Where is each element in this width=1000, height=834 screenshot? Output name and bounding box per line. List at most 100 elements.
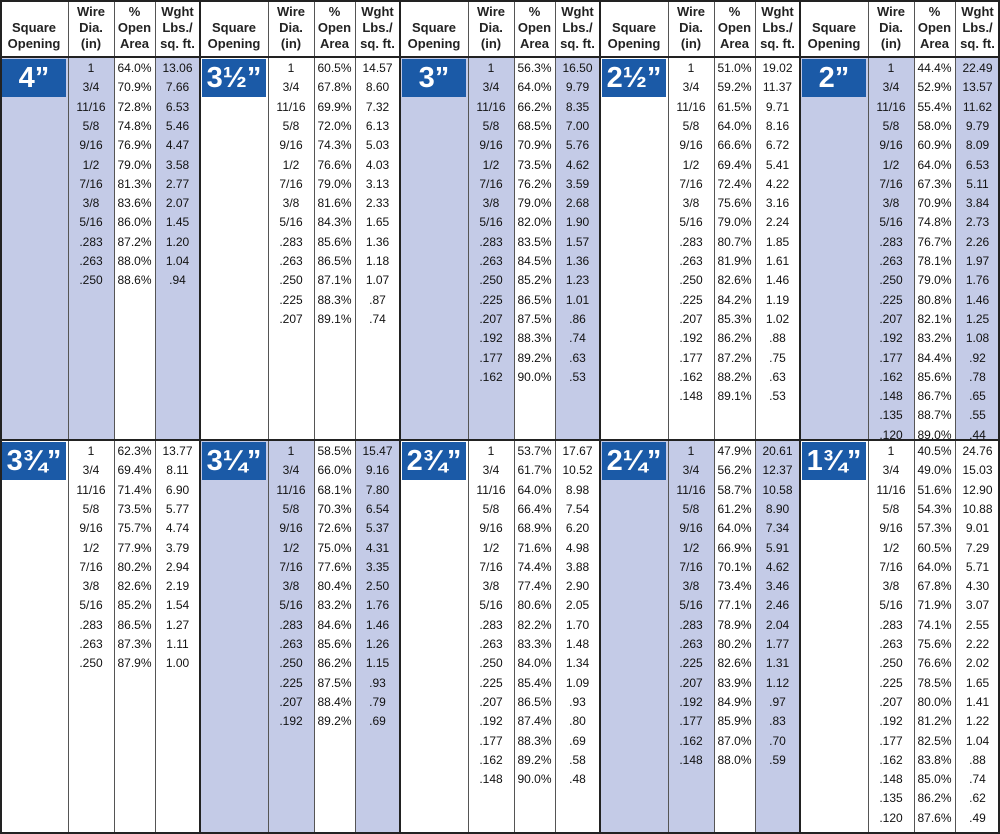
cell-value: .88 — [769, 331, 786, 346]
header-text: Wght — [961, 4, 994, 19]
cell-value: 55.4% — [917, 99, 952, 114]
cell-value: 1.85 — [765, 234, 790, 249]
cell-value: 4.98 — [565, 540, 590, 555]
column-rule — [268, 0, 269, 834]
cell-value: .207 — [879, 311, 903, 326]
cell-value: 5.46 — [165, 118, 190, 133]
cell-value: 7.32 — [365, 99, 390, 114]
opening-size: 3½” — [202, 59, 266, 97]
cell-value: 71.4% — [117, 482, 152, 497]
cell-value: 3/8 — [882, 196, 900, 211]
cell-value: 62.3% — [117, 444, 152, 458]
cell-value: 77.1% — [717, 598, 752, 613]
cell-value: 64.0% — [917, 559, 952, 574]
cell-value: 1.11 — [166, 637, 189, 651]
cell-value: 1.46 — [965, 292, 990, 307]
cell-value: .94 — [169, 273, 186, 288]
cell-value: 47.9% — [717, 444, 752, 458]
cell-value: 84.9% — [717, 694, 752, 709]
cell-value: 7/16 — [879, 559, 903, 574]
opening-size: 3” — [402, 59, 466, 97]
cell-value: 79.0% — [917, 273, 952, 288]
cell-value: 5/8 — [282, 118, 300, 133]
cell-value: 79.0% — [317, 176, 352, 191]
cell-value: 24.76 — [962, 444, 993, 458]
cell-value: .207 — [479, 694, 503, 709]
cell-value: 11/16 — [676, 482, 706, 497]
cell-value: 5/16 — [279, 598, 303, 613]
cell-value: 54.3% — [917, 501, 952, 516]
cell-value: 3/4 — [882, 463, 900, 478]
cell-value: 5/16 — [479, 598, 503, 613]
cell-value: 7/16 — [479, 559, 503, 574]
cell-value: 5.37 — [365, 521, 390, 536]
cell-value: 69.9% — [317, 99, 352, 114]
opening-size: 2” — [802, 59, 866, 97]
cell-value: 12.90 — [962, 482, 993, 497]
cell-value: 4.31 — [365, 540, 390, 555]
cell-value: 70.3% — [317, 501, 352, 516]
header-text: % — [928, 4, 941, 19]
header-text: Square — [411, 20, 457, 35]
header-text: (in) — [680, 36, 702, 51]
cell-value: 72.6% — [317, 521, 352, 536]
cell-value: .225 — [279, 675, 303, 690]
cell-value: 5/8 — [682, 501, 700, 516]
cell-value: .88 — [969, 752, 986, 767]
cell-value: 78.5% — [917, 675, 952, 690]
cell-value: .53 — [569, 369, 586, 384]
cell-value: .225 — [879, 292, 903, 307]
cell-value: 1.48 — [565, 637, 590, 651]
cell-value: .207 — [279, 694, 303, 709]
cell-value: .78 — [969, 369, 986, 384]
cell-value: .225 — [479, 292, 503, 307]
header-text: Square — [11, 20, 57, 35]
header-text: Wght — [761, 4, 794, 19]
cell-value: 1.20 — [165, 234, 190, 249]
cell-value: 88.3% — [517, 733, 552, 748]
cell-value: .225 — [279, 292, 303, 307]
cell-value: .86 — [569, 311, 586, 326]
cell-value: 1.41 — [965, 694, 990, 709]
cell-value: .250 — [479, 273, 503, 288]
cell-value: 4.62 — [565, 157, 590, 172]
cell-value: 64.0% — [717, 118, 752, 133]
header-text: sq. ft. — [760, 36, 795, 51]
cell-value: 1 — [487, 444, 495, 458]
cell-value: .75 — [769, 350, 786, 365]
cell-value: .283 — [879, 617, 903, 632]
cell-value: 1 — [287, 444, 295, 458]
cell-value: 1.31 — [765, 656, 790, 671]
opening-size: 1¾” — [802, 442, 866, 480]
section-rule — [0, 439, 1000, 441]
cell-value: 83.3% — [517, 637, 552, 651]
cell-value: 88.0% — [717, 752, 752, 767]
cell-value: .207 — [679, 311, 703, 326]
cell-value: 3/8 — [82, 196, 100, 211]
cell-value: 9/16 — [479, 521, 503, 536]
cell-value: 11/16 — [276, 482, 306, 497]
cell-value: 1.18 — [365, 254, 390, 268]
cell-value: .162 — [879, 752, 903, 767]
cell-value: .148 — [479, 772, 503, 787]
cell-value: 80.2% — [117, 559, 152, 574]
cell-value: 90.0% — [517, 772, 552, 787]
cell-value: .250 — [279, 656, 303, 671]
cell-value: 5.11 — [966, 176, 989, 191]
cell-value: 61.2% — [717, 501, 752, 516]
cell-value: .177 — [879, 733, 903, 748]
header-text: (in) — [480, 36, 502, 51]
cell-value: 89.2% — [517, 752, 552, 767]
cell-value: 84.6% — [317, 617, 352, 632]
cell-value: 88.0% — [117, 254, 152, 268]
cell-value: 11/16 — [76, 482, 106, 497]
cell-value: 3/4 — [682, 80, 700, 95]
cell-value: 6.53 — [165, 99, 190, 114]
cell-value: 85.0% — [917, 772, 952, 787]
cell-value: 77.4% — [517, 579, 552, 594]
group-rule — [199, 0, 201, 834]
cell-value: 81.3% — [117, 176, 152, 191]
cell-value: 75.7% — [117, 521, 152, 536]
cell-value: 3.13 — [365, 176, 390, 191]
header-text: Wght — [161, 4, 194, 19]
